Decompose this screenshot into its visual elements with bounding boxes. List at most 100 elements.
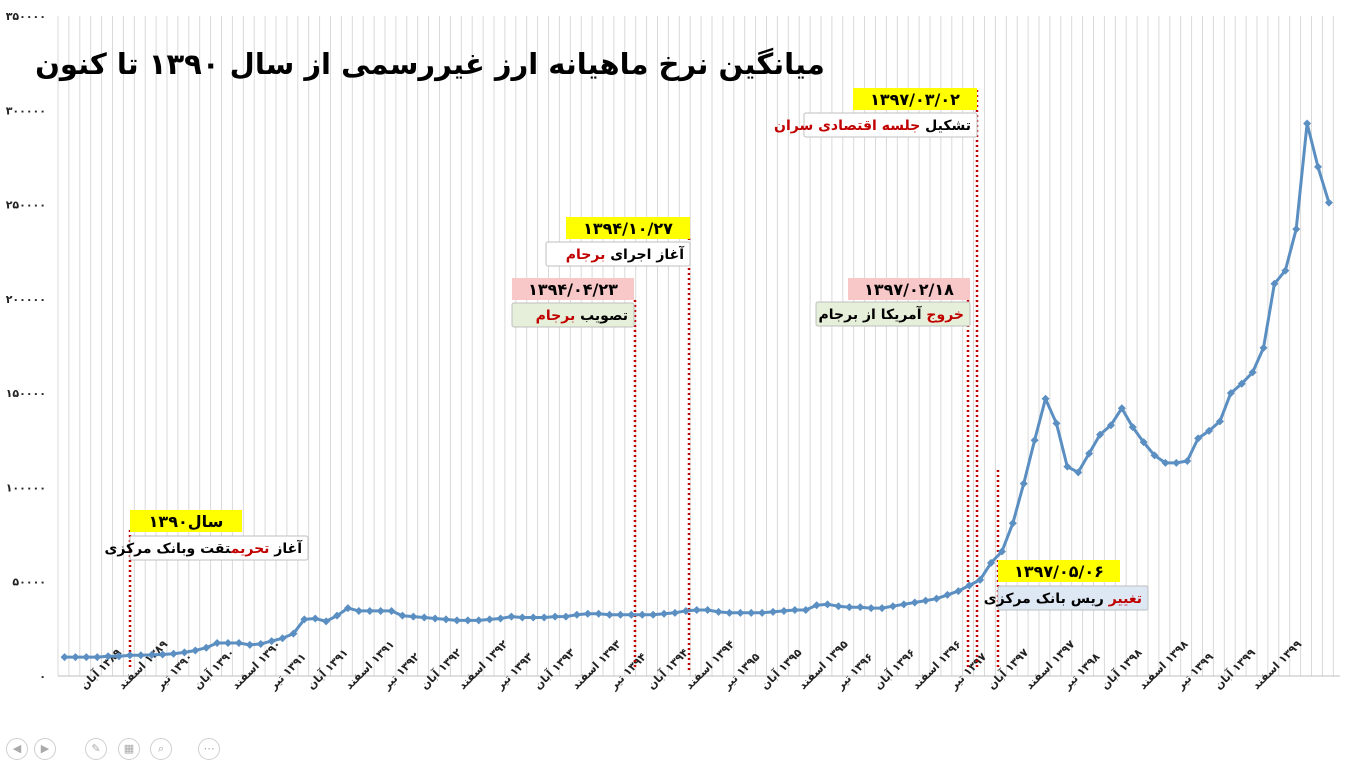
annotation-text: آغاز اجرای برجام [566, 245, 685, 263]
data-point [529, 613, 538, 622]
data-point [125, 651, 134, 660]
data-point [104, 652, 113, 661]
annotation: ۱۳۹۷/۰۲/۱۸ خروج آمریکا از برجام [815, 278, 971, 327]
data-point [823, 600, 832, 609]
data-point [638, 610, 647, 619]
annotation-lines [128, 90, 1000, 670]
data-point [93, 653, 102, 662]
data-point [267, 637, 276, 646]
data-point [1019, 479, 1028, 488]
data-point [987, 558, 996, 567]
annotation-text-part: تصویب [575, 308, 628, 324]
data-point [1139, 438, 1148, 447]
annotation-text-part: آمریکا از برجام [819, 305, 927, 323]
data-point [758, 608, 767, 617]
data-point [703, 606, 712, 614]
data-point [747, 608, 756, 617]
data-point [888, 602, 897, 611]
y-tick-label: ۵۰۰۰۰ [12, 576, 46, 589]
data-point [1226, 389, 1235, 398]
data-point [343, 604, 352, 613]
annotation-date: ۱۳۹۷/۰۳/۰۲ [870, 90, 960, 109]
data-point [289, 629, 298, 638]
data-point [442, 615, 451, 624]
y-tick-label: ۳۵۰۰۰۰ [6, 10, 46, 23]
annotation-text: آغاز تحریمتقت وبانک مرکزی [105, 539, 304, 557]
data-point [779, 606, 788, 615]
data-point [224, 639, 233, 647]
annotation: سال۱۳۹۰ آغاز تحریمتقت وبانک مرکزی [105, 510, 309, 561]
data-point [1074, 468, 1083, 477]
data-point [649, 610, 658, 619]
layout-icon[interactable]: ▦ [118, 738, 140, 760]
data-point [572, 610, 581, 619]
annotation-text-part: آغاز اجرای [605, 245, 685, 263]
data-point [714, 607, 723, 616]
y-axis: ۰ ۵۰۰۰۰ ۱۰۰۰۰۰ ۱۵۰۰۰۰ ۲۰۰۰۰۰ ۲۵۰۰۰۰ ۳۰۰۰۰۰ ۳۵۰۰… [6, 10, 46, 683]
data-point [1117, 404, 1126, 413]
chart-title: میانگین نرخ ماهیانه ارز غیررسمی از سال ۱… [35, 47, 825, 81]
data-point [605, 610, 614, 619]
data-point [322, 617, 331, 626]
annotation-date-bg [848, 278, 970, 300]
y-tick-label: ۲۵۰۰۰۰ [6, 199, 46, 212]
annotation-date: ۱۳۹۷/۰۲/۱۸ [864, 280, 954, 299]
data-point [1052, 419, 1061, 428]
annotation-text-part: برجام [536, 308, 576, 324]
more-icon[interactable]: ⋯ [198, 738, 220, 760]
data-point [311, 614, 320, 623]
data-point [1215, 417, 1224, 426]
y-tick-label: ۱۵۰۰۰۰ [6, 387, 46, 400]
data-point [191, 646, 200, 655]
data-point [681, 606, 690, 615]
data-point [997, 547, 1006, 556]
data-point [540, 613, 549, 622]
slide-toolbar: ◀ ▶ ✎ ▦ ⌕ ⋯ [0, 733, 240, 763]
data-point [420, 613, 429, 622]
data-point [1008, 519, 1017, 528]
data-point [594, 609, 603, 618]
data-point [387, 606, 396, 615]
annotation-text: تشکیل جلسه اقتصادی سران [774, 118, 971, 134]
y-tick-label: ۲۰۰۰۰۰ [6, 293, 46, 306]
data-point [474, 616, 483, 625]
search-icon[interactable]: ⌕ [150, 738, 172, 760]
annotation-text-part: جلسه اقتصادی سران [774, 118, 920, 134]
data-point [1030, 436, 1039, 445]
y-tick-label: ۱۰۰۰۰۰ [6, 481, 46, 494]
data-point [354, 606, 363, 615]
data-series [60, 119, 1333, 662]
data-point [1063, 462, 1072, 471]
annotation-text-bg [545, 241, 691, 267]
annotation-date: ۱۳۹۴/۰۴/۲۳ [528, 280, 618, 299]
annotation-text-bg [129, 535, 309, 561]
data-point [551, 612, 560, 621]
annotation-date: ۱۳۹۴/۱۰/۲۷ [583, 219, 673, 238]
data-point [398, 611, 407, 620]
annotation-date: سال۱۳۹۰ [149, 512, 224, 531]
annotation-date-bg [130, 510, 242, 532]
data-point [1085, 449, 1094, 458]
data-point [213, 639, 222, 647]
annotation-text-bg [803, 112, 978, 138]
arrow-left-icon[interactable]: ◀ [6, 738, 28, 760]
data-point [409, 612, 418, 621]
data-point [431, 614, 440, 623]
data-point [180, 648, 189, 657]
data-point [801, 606, 810, 614]
data-point [518, 613, 527, 622]
y-tick-label: ۳۰۰۰۰۰ [6, 104, 46, 117]
annotation-text-bg [511, 302, 635, 328]
data-point [147, 650, 156, 659]
data-point [834, 602, 843, 611]
annotation-text-part: تشکیل [920, 118, 971, 134]
y-tick-label: ۰ [39, 670, 46, 683]
annotation-text: تصویب برجام [536, 308, 628, 324]
annotation-text-part: ریس بانک مرکزی [984, 591, 1109, 607]
annotation: ۱۳۹۷/۰۳/۰۲ تشکیل جلسه اقتصادی سران [774, 88, 978, 138]
data-point [256, 639, 265, 648]
pen-icon[interactable]: ✎ [85, 738, 107, 760]
annotation-text-part: خروج [926, 307, 964, 323]
arrow-right-icon[interactable]: ▶ [34, 738, 56, 760]
